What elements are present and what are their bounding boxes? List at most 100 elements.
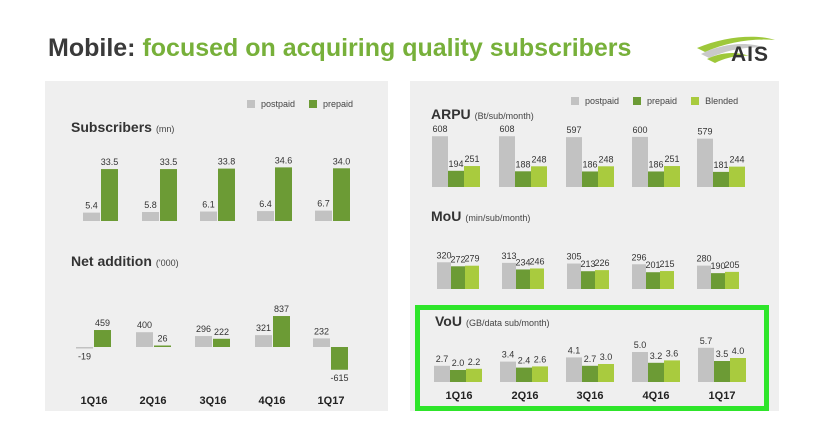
data-label-postpaid: 400 <box>137 320 152 330</box>
data-label-blended: 4.0 <box>732 346 745 356</box>
bar-blended-1q17 <box>730 358 746 382</box>
data-label-postpaid: 305 <box>566 252 581 262</box>
slide-title-lead: Mobile: <box>48 34 136 62</box>
chart-unit: (mn) <box>155 124 175 134</box>
bar-postpaid-4q16 <box>255 335 272 347</box>
bar-prepaid-1q16 <box>450 370 466 382</box>
logo-text: AIS <box>731 43 770 66</box>
chart-title: ARPU <box>431 106 471 122</box>
data-label-blended: 2.2 <box>468 357 481 367</box>
chart-unit: (GB/data sub/month) <box>465 318 550 328</box>
bar-postpaid-3q16 <box>566 357 582 382</box>
data-label-postpaid: -19 <box>78 352 91 362</box>
bar-prepaid-2q16 <box>515 171 531 187</box>
bar-postpaid-4q16 <box>257 211 274 221</box>
data-label-prepaid: 190 <box>710 261 725 271</box>
data-label-prepaid: 188 <box>515 159 530 169</box>
legend-swatch <box>571 97 579 105</box>
category-label-3q16: 3Q16 <box>200 395 227 407</box>
chart-title: Subscribers <box>71 119 152 135</box>
legend-item-prepaid: prepaid <box>633 96 677 106</box>
bar-postpaid-1q17 <box>313 338 330 347</box>
bar-prepaid-4q16 <box>275 167 292 221</box>
data-label-prepaid: 2.4 <box>518 356 531 366</box>
legend-label: prepaid <box>323 99 354 109</box>
category-label-1q16: 1Q16 <box>446 390 473 402</box>
bar-blended-2q16 <box>532 366 548 382</box>
data-label-postpaid: 3.4 <box>502 350 515 360</box>
legend-label: Blended <box>705 96 739 106</box>
data-label-blended: 3.6 <box>666 348 679 358</box>
bar-prepaid-3q16 <box>581 271 595 289</box>
bar-postpaid-1q17 <box>697 138 713 187</box>
slide-title: Mobile: focused on acquiring quality sub… <box>48 34 631 63</box>
slide-title-rest: focused on acquiring quality subscribers <box>142 34 632 62</box>
bar-postpaid-1q17 <box>315 210 332 221</box>
legend-item-postpaid: postpaid <box>247 99 295 109</box>
data-label-blended: 246 <box>529 256 544 266</box>
data-label-postpaid: 2.7 <box>436 354 449 364</box>
bar-blended-1q17 <box>729 166 745 187</box>
data-label-postpaid: 296 <box>631 252 646 262</box>
bar-prepaid-1q16 <box>94 330 111 347</box>
bar-blended-3q16 <box>595 270 609 289</box>
bar-prepaid-3q16 <box>218 168 235 221</box>
chart-title: MoU <box>431 208 462 224</box>
bar-postpaid-1q16 <box>437 262 451 289</box>
bar-prepaid-2q16 <box>160 169 177 221</box>
bar-prepaid-1q17 <box>333 168 350 221</box>
data-label-prepaid: 34.6 <box>275 155 293 165</box>
data-label-postpaid: 608 <box>499 124 514 134</box>
data-label-postpaid: 6.7 <box>317 199 330 209</box>
bar-prepaid-1q17 <box>713 171 729 187</box>
net-addition-title: Net addition ('000) <box>71 253 179 269</box>
bar-postpaid-4q16 <box>632 264 646 289</box>
data-label-prepaid: 201 <box>645 260 660 270</box>
bar-postpaid-1q16 <box>434 365 450 382</box>
data-label-postpaid: 313 <box>501 251 516 261</box>
data-label-blended: 279 <box>464 254 479 264</box>
bar-prepaid-1q16 <box>101 169 118 221</box>
data-label-postpaid: 321 <box>256 323 271 333</box>
vou-highlight-frame <box>415 305 769 411</box>
data-label-postpaid: 600 <box>632 125 647 135</box>
data-label-blended: 251 <box>464 154 479 164</box>
data-label-prepaid: 222 <box>214 327 229 337</box>
bar-postpaid-1q17 <box>697 265 711 289</box>
arpu-title: ARPU (Bt/sub/month) <box>431 106 534 122</box>
bar-blended-4q16 <box>660 271 674 289</box>
chart-unit: (min/sub/month) <box>465 213 531 223</box>
bar-blended-3q16 <box>598 166 614 187</box>
bar-blended-1q17 <box>725 271 739 289</box>
bar-prepaid-3q16 <box>582 365 598 382</box>
bar-blended-4q16 <box>664 166 680 187</box>
category-label-1q17: 1Q17 <box>318 395 345 407</box>
data-label-blended: 244 <box>729 155 744 165</box>
data-label-prepaid: 26 <box>157 334 167 344</box>
bar-postpaid-3q16 <box>567 263 581 289</box>
subscribers-panel: postpaid prepaid Subscribers (mn) Net add… <box>45 81 388 411</box>
bar-blended-1q16 <box>464 166 480 187</box>
bar-prepaid-4q16 <box>646 272 660 289</box>
category-label-4q16: 4Q16 <box>643 390 670 402</box>
data-label-blended: 2.6 <box>534 354 547 364</box>
legend-swatch <box>309 100 318 108</box>
bar-postpaid-2q16 <box>502 262 516 289</box>
bar-prepaid-1q17 <box>711 273 725 289</box>
bar-postpaid-2q16 <box>500 361 516 382</box>
usage-panel: postpaid prepaid Blended ARPU (Bt/sub/mon… <box>410 81 779 411</box>
legend-label: postpaid <box>585 96 620 106</box>
data-label-prepaid: 181 <box>713 160 728 170</box>
subscribers-title: Subscribers (mn) <box>71 119 174 135</box>
bar-postpaid-3q16 <box>200 211 217 221</box>
bar-blended-1q16 <box>465 265 479 289</box>
bar-prepaid-1q16 <box>451 266 465 289</box>
data-label-postpaid: 6.1 <box>202 200 215 210</box>
data-label-prepaid: 837 <box>274 304 289 314</box>
data-label-prepaid: 194 <box>448 159 463 169</box>
data-label-postpaid: 5.4 <box>85 201 98 211</box>
data-label-blended: 205 <box>724 260 739 270</box>
bar-postpaid-1q16 <box>83 212 100 221</box>
data-label-prepaid: 186 <box>648 159 663 169</box>
bar-prepaid-1q17 <box>714 361 730 382</box>
